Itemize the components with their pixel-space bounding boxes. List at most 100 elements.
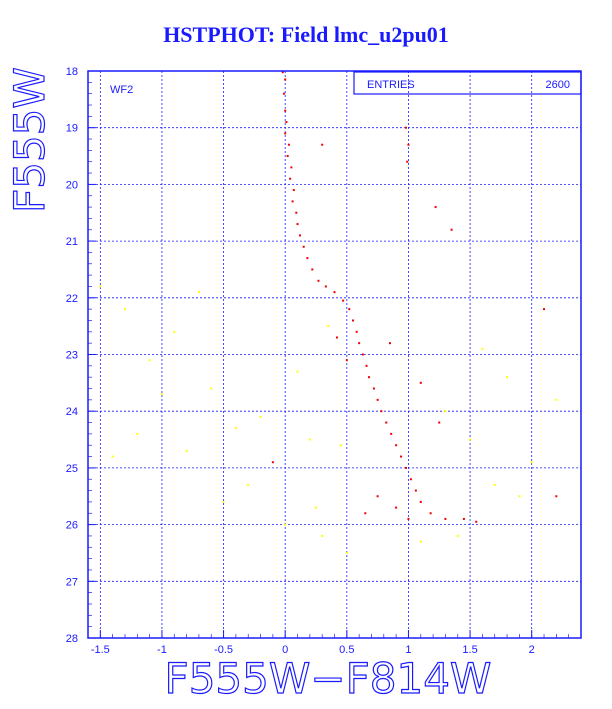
data-point [372, 387, 375, 390]
x-tick-label: -1 [157, 644, 167, 656]
data-point [404, 466, 407, 469]
data-point [259, 415, 262, 418]
y-tick-label: 27 [66, 576, 78, 588]
data-point [345, 359, 348, 362]
data-point [530, 461, 533, 464]
data-point [123, 308, 126, 311]
data-point [173, 330, 176, 333]
data-point [321, 534, 324, 537]
data-point [327, 325, 330, 328]
data-point [444, 410, 447, 413]
y-tick-label: 24 [66, 406, 78, 418]
data-point [335, 336, 338, 339]
data-point [419, 540, 422, 543]
x-tick-label: 1.5 [462, 644, 477, 656]
data-point [462, 517, 465, 520]
data-point [456, 534, 459, 537]
data-point [210, 387, 213, 390]
data-point [271, 461, 274, 464]
data-point [345, 551, 348, 554]
x-tick-label: -1.5 [91, 644, 110, 656]
data-point [506, 376, 509, 379]
data-point [438, 421, 441, 424]
data-point [385, 421, 388, 424]
data-point [361, 353, 364, 356]
data-point [99, 285, 102, 288]
data-point [185, 449, 188, 452]
data-point [364, 512, 367, 515]
data-point [429, 512, 432, 515]
y-tick-label: 20 [66, 179, 78, 191]
data-point [284, 109, 287, 112]
y-tick-label: 19 [66, 123, 78, 135]
data-point [450, 228, 453, 231]
data-point [358, 342, 361, 345]
data-point [111, 455, 114, 458]
data-point [406, 160, 409, 163]
data-point [306, 257, 309, 260]
data-point [317, 279, 320, 282]
stats-value: 2600 [546, 79, 570, 91]
stats-box: ENTRIES 2600 [353, 71, 582, 95]
data-points [99, 71, 558, 554]
x-tick-label: 2 [529, 644, 535, 656]
data-point [368, 376, 371, 379]
data-point [298, 234, 301, 237]
x-tick-label: -0.5 [214, 644, 233, 656]
data-point [302, 245, 305, 248]
y-tick-label: 22 [66, 293, 78, 305]
x-tick-label: 0 [282, 644, 288, 656]
data-point [475, 520, 478, 523]
x-axis-title: F555W−F814W [165, 654, 492, 703]
panel-label: WF2 [110, 84, 133, 96]
data-point [284, 78, 287, 81]
data-point [380, 410, 383, 413]
data-point [311, 268, 314, 271]
data-point [286, 155, 289, 158]
data-point [355, 330, 358, 333]
grid-lines [88, 71, 581, 638]
data-point [400, 455, 403, 458]
data-point [339, 444, 342, 447]
data-point [493, 483, 496, 486]
data-point [291, 200, 294, 203]
data-point [296, 370, 299, 373]
data-point [290, 166, 293, 169]
y-axis-title: F555W [5, 67, 54, 213]
stats-box-frame [353, 71, 582, 95]
data-point [285, 121, 288, 124]
data-point [376, 495, 379, 498]
data-point [414, 489, 417, 492]
data-point [390, 432, 393, 435]
data-point [321, 143, 324, 146]
data-point [395, 444, 398, 447]
data-point [444, 517, 447, 520]
y-tick-label: 28 [66, 633, 78, 645]
data-point [284, 523, 287, 526]
data-point [409, 478, 412, 481]
data-point [324, 285, 327, 288]
y-tick-label: 23 [66, 350, 78, 362]
data-point [282, 92, 285, 95]
data-point [148, 359, 151, 362]
data-point [281, 71, 284, 74]
data-point [287, 143, 290, 146]
y-tick-label: 26 [66, 520, 78, 532]
data-point [295, 211, 298, 214]
data-point [419, 500, 422, 503]
data-point [289, 177, 292, 180]
data-point [308, 438, 311, 441]
data-point [404, 126, 407, 129]
x-tick-label: 0.5 [339, 644, 354, 656]
data-point [376, 398, 379, 401]
data-point [247, 483, 250, 486]
data-point [407, 143, 410, 146]
data-point [160, 393, 163, 396]
data-point [315, 506, 318, 509]
data-point [136, 432, 139, 435]
data-point [407, 517, 410, 520]
data-point [333, 291, 336, 294]
data-point [284, 132, 287, 135]
data-point [481, 347, 484, 350]
axis-ticks: -1.5 -1 -0.5 0 0.5 1 1.5 2 18 19 20 21 22 23 24 25 26 27 2… [66, 66, 582, 656]
